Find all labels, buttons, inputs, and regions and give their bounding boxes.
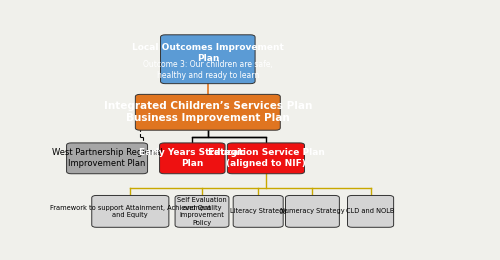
FancyBboxPatch shape <box>66 143 148 174</box>
FancyBboxPatch shape <box>160 35 255 84</box>
FancyBboxPatch shape <box>92 196 169 227</box>
Text: Framework to support Attainment, Achievement
and Equity: Framework to support Attainment, Achieve… <box>50 205 211 218</box>
Text: Education Service Plan
(aligned to NIF): Education Service Plan (aligned to NIF) <box>208 148 324 168</box>
Text: Early Years Strategic
Plan: Early Years Strategic Plan <box>139 148 246 168</box>
FancyBboxPatch shape <box>228 143 304 174</box>
FancyBboxPatch shape <box>136 94 280 130</box>
Text: Self Evaluation
and Quality
Improvement
Policy: Self Evaluation and Quality Improvement … <box>177 197 227 226</box>
Text: Literacy Strategy: Literacy Strategy <box>230 208 287 214</box>
FancyBboxPatch shape <box>286 196 340 227</box>
Text: West Partnership Regional
Improvement Plan: West Partnership Regional Improvement Pl… <box>52 148 162 168</box>
Text: CLD and NOLB: CLD and NOLB <box>346 208 395 214</box>
Text: Outcome 3: Our children are safe,
healthy and ready to learn: Outcome 3: Our children are safe, health… <box>143 60 273 80</box>
FancyBboxPatch shape <box>233 196 283 227</box>
FancyBboxPatch shape <box>160 143 225 174</box>
Text: Local Outcomes Improvement
Plan: Local Outcomes Improvement Plan <box>132 43 284 63</box>
Text: Integrated Children’s Services Plan
Business Improvement Plan: Integrated Children’s Services Plan Busi… <box>104 101 312 124</box>
FancyBboxPatch shape <box>348 196 394 227</box>
FancyBboxPatch shape <box>175 196 229 227</box>
Text: Numeracy Strategy: Numeracy Strategy <box>280 208 345 214</box>
